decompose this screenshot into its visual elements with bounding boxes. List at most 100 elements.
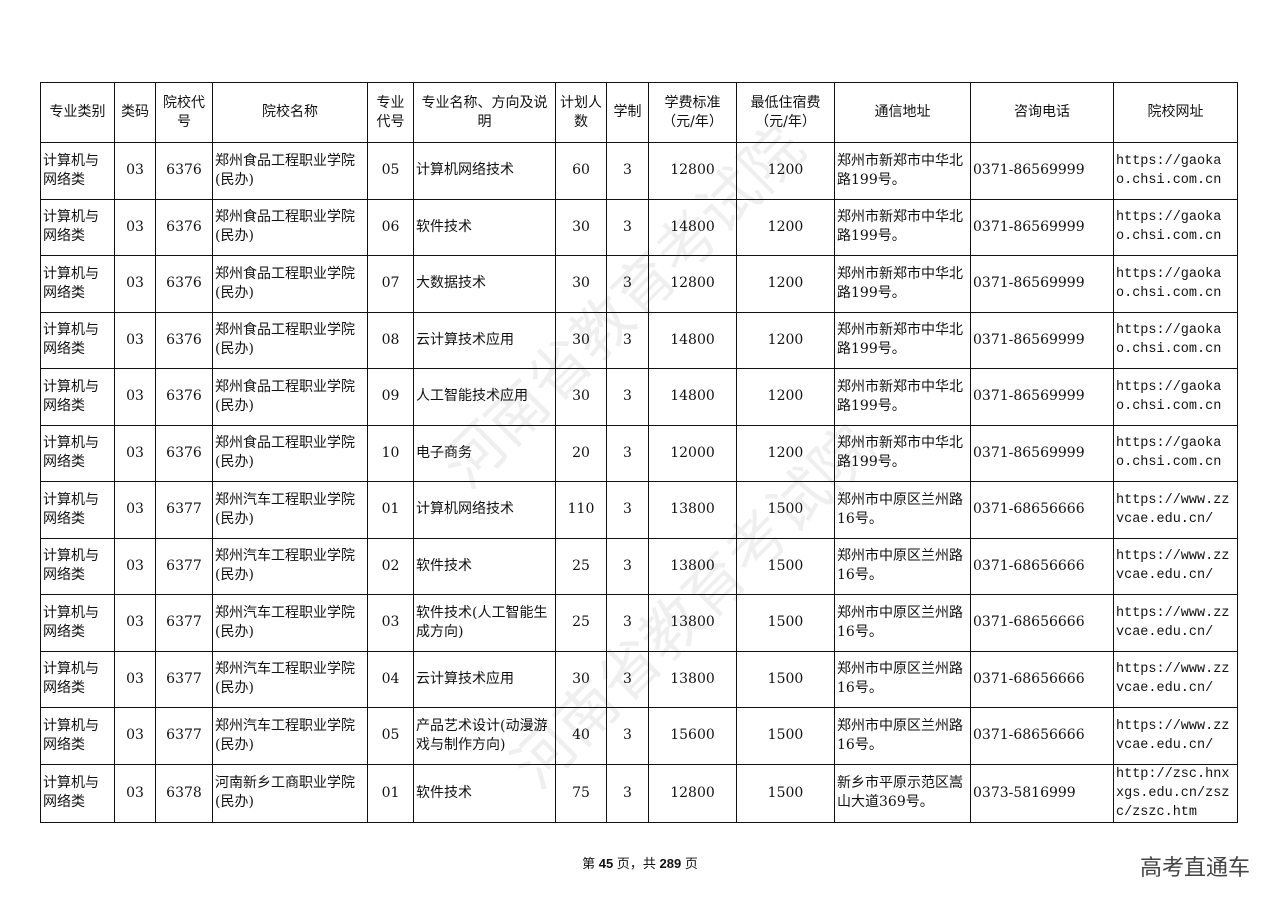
cell-category: 计算机与网络类 — [40, 142, 115, 200]
cell-school-code: 6376 — [155, 198, 213, 256]
cell-website[interactable]: https://gaokao.chsi.com.cn — [1113, 424, 1238, 482]
cell-category-code: 03 — [114, 142, 156, 200]
cell-major-name: 计算机网络技术 — [413, 481, 556, 539]
cell-plan-count: 30 — [555, 311, 607, 369]
cell-website[interactable]: https://gaokao.chsi.com.cn — [1113, 142, 1238, 200]
cell-duration: 3 — [606, 424, 649, 482]
cell-major-code: 04 — [367, 650, 414, 708]
cell-website[interactable]: https://www.zzvcae.edu.cn/ — [1113, 537, 1238, 595]
table-row: 计算机与网络类 03 6376 郑州食品工程职业学院(民办) 08 云计算技术应用 30 3 1… — [40, 311, 1238, 369]
cell-school-name: 郑州食品工程职业学院(民办) — [212, 255, 368, 313]
cell-website[interactable]: https://gaokao.chsi.com.cn — [1113, 311, 1238, 369]
cell-duration: 3 — [606, 594, 649, 652]
cell-duration: 3 — [606, 255, 649, 313]
table-row: 计算机与网络类 03 6378 河南新乡工商职业学院(民办) 01 软件技术 75 3 1280… — [40, 763, 1238, 823]
cell-dorm-fee: 1500 — [736, 763, 835, 823]
cell-tuition: 12800 — [648, 255, 737, 313]
cell-category-code: 03 — [114, 707, 156, 765]
cell-phone: 0371-86569999 — [970, 198, 1114, 256]
cell-website[interactable]: https://gaokao.chsi.com.cn — [1113, 198, 1238, 256]
cell-duration: 3 — [606, 763, 649, 823]
cell-address: 郑州市新郑市中华北路199号。 — [834, 368, 971, 426]
cell-category-code: 03 — [114, 763, 156, 823]
cell-phone: 0371-86569999 — [970, 368, 1114, 426]
cell-tuition: 14800 — [648, 198, 737, 256]
cell-website[interactable]: http://zsc.hnxxgs.edu.cn/zszc/zszc.htm — [1113, 763, 1238, 823]
cell-tuition: 13800 — [648, 537, 737, 595]
cell-major-code: 10 — [367, 424, 414, 482]
cell-school-name: 郑州食品工程职业学院(民办) — [212, 368, 368, 426]
cell-duration: 3 — [606, 537, 649, 595]
cell-school-code: 6377 — [155, 594, 213, 652]
cell-school-code: 6377 — [155, 707, 213, 765]
cell-category-code: 03 — [114, 481, 156, 539]
cell-school-name: 郑州汽车工程职业学院(民办) — [212, 537, 368, 595]
cell-website[interactable]: https://www.zzvcae.edu.cn/ — [1113, 650, 1238, 708]
cell-school-name: 郑州汽车工程职业学院(民办) — [212, 707, 368, 765]
cell-website[interactable]: https://gaokao.chsi.com.cn — [1113, 368, 1238, 426]
cell-address: 郑州市中原区兰州路16号。 — [834, 594, 971, 652]
cell-major-name: 软件技术 — [413, 537, 556, 595]
cell-phone: 0371-68656666 — [970, 594, 1114, 652]
cell-address: 郑州市新郑市中华北路199号。 — [834, 198, 971, 256]
table-row: 计算机与网络类 03 6377 郑州汽车工程职业学院(民办) 03 软件技术(人工智能生成… — [40, 594, 1238, 652]
cell-address: 郑州市新郑市中华北路199号。 — [834, 142, 971, 200]
table-row: 计算机与网络类 03 6376 郑州食品工程职业学院(民办) 05 计算机网络技术 60 3 1… — [40, 142, 1238, 200]
cell-school-code: 6376 — [155, 255, 213, 313]
cell-school-code: 6376 — [155, 311, 213, 369]
cell-school-code: 6377 — [155, 650, 213, 708]
cell-school-name: 郑州食品工程职业学院(民办) — [212, 311, 368, 369]
cell-category: 计算机与网络类 — [40, 650, 115, 708]
cell-phone: 0371-68656666 — [970, 481, 1114, 539]
cell-school-name: 郑州食品工程职业学院(民办) — [212, 142, 368, 200]
cell-category: 计算机与网络类 — [40, 424, 115, 482]
table-header: 专业类别 类码 院校代号 院校名称 专业代号 专业名称、方向及说明 计划人数 学制 学费标准（元… — [40, 82, 1238, 143]
cell-major-name: 大数据技术 — [413, 255, 556, 313]
cell-plan-count: 75 — [555, 763, 607, 823]
cell-duration: 3 — [606, 198, 649, 256]
cell-category: 计算机与网络类 — [40, 537, 115, 595]
cell-plan-count: 60 — [555, 142, 607, 200]
cell-category-code: 03 — [114, 311, 156, 369]
cell-major-code: 01 — [367, 763, 414, 823]
header-school-code: 院校代号 — [155, 82, 213, 143]
page-number: 第 45 页，共 289 页 — [582, 856, 698, 871]
cell-major-code: 03 — [367, 594, 414, 652]
cell-phone: 0371-68656666 — [970, 707, 1114, 765]
cell-category-code: 03 — [114, 650, 156, 708]
cell-website[interactable]: https://www.zzvcae.edu.cn/ — [1113, 594, 1238, 652]
cell-dorm-fee: 1200 — [736, 198, 835, 256]
cell-website[interactable]: https://www.zzvcae.edu.cn/ — [1113, 481, 1238, 539]
cell-plan-count: 25 — [555, 537, 607, 595]
cell-website[interactable]: https://www.zzvcae.edu.cn/ — [1113, 707, 1238, 765]
header-website: 院校网址 — [1113, 82, 1238, 143]
cell-address: 郑州市新郑市中华北路199号。 — [834, 255, 971, 313]
cell-school-name: 郑州食品工程职业学院(民办) — [212, 424, 368, 482]
cell-major-name: 电子商务 — [413, 424, 556, 482]
table-row: 计算机与网络类 03 6377 郑州汽车工程职业学院(民办) 05 产品艺术设计(动漫游戏… — [40, 707, 1238, 765]
cell-tuition: 14800 — [648, 311, 737, 369]
cell-category-code: 03 — [114, 594, 156, 652]
cell-school-name: 郑州汽车工程职业学院(民办) — [212, 481, 368, 539]
header-dorm-fee: 最低住宿费（元/年） — [736, 82, 835, 143]
cell-address: 郑州市新郑市中华北路199号。 — [834, 424, 971, 482]
header-duration: 学制 — [606, 82, 649, 143]
cell-category: 计算机与网络类 — [40, 368, 115, 426]
cell-dorm-fee: 1200 — [736, 142, 835, 200]
cell-major-code: 05 — [367, 142, 414, 200]
cell-dorm-fee: 1500 — [736, 707, 835, 765]
cell-tuition: 12800 — [648, 142, 737, 200]
header-address: 通信地址 — [834, 82, 971, 143]
table-row: 计算机与网络类 03 6376 郑州食品工程职业学院(民办) 09 人工智能技术应用 30 3… — [40, 368, 1238, 426]
header-school-name: 院校名称 — [212, 82, 368, 143]
cell-major-code: 02 — [367, 537, 414, 595]
cell-category-code: 03 — [114, 537, 156, 595]
cell-major-name: 计算机网络技术 — [413, 142, 556, 200]
cell-phone: 0371-68656666 — [970, 537, 1114, 595]
table-row: 计算机与网络类 03 6376 郑州食品工程职业学院(民办) 06 软件技术 30 3 1480… — [40, 198, 1238, 256]
cell-website[interactable]: https://gaokao.chsi.com.cn — [1113, 255, 1238, 313]
cell-plan-count: 110 — [555, 481, 607, 539]
cell-major-code: 05 — [367, 707, 414, 765]
cell-tuition: 13800 — [648, 481, 737, 539]
header-major-code: 专业代号 — [367, 82, 414, 143]
